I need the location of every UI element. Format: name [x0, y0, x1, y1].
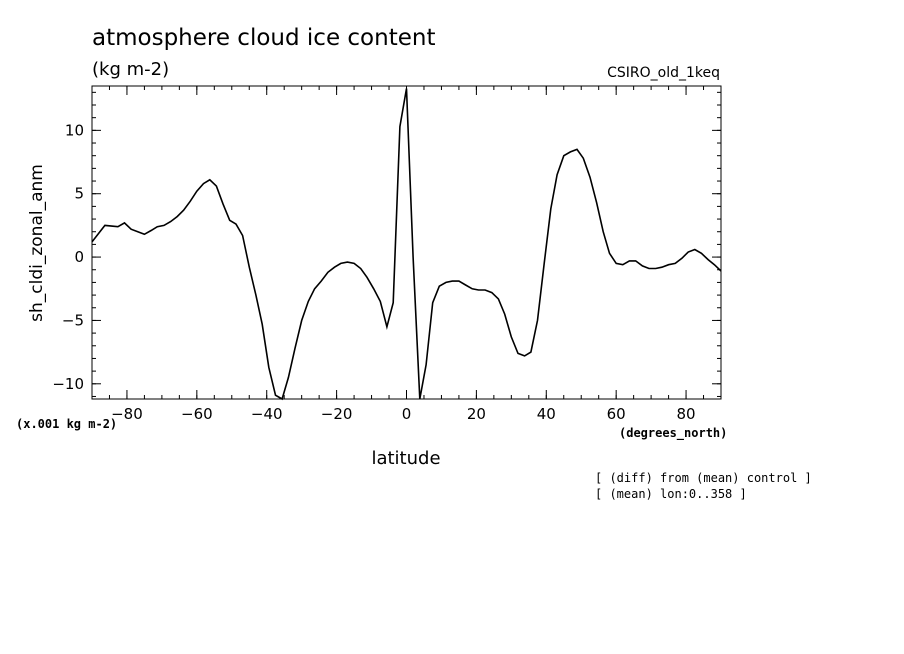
y-tick-label: −5 [62, 311, 84, 329]
x-tick-label: 40 [537, 405, 556, 423]
note-mean: [ (mean) lon:0..358 ] [595, 487, 747, 501]
x-axis-units: (degrees_north) [619, 426, 727, 441]
series-line [91, 88, 722, 401]
x-tick-label: −80 [111, 405, 143, 423]
y-tick-label: −10 [52, 375, 84, 393]
y-tick-label: 10 [65, 121, 84, 139]
x-tick-label: −20 [321, 405, 353, 423]
plot-frame [91, 85, 722, 400]
note-diff: [ (diff) from (mean) control ] [595, 471, 812, 485]
x-tick-label: −40 [251, 405, 283, 423]
x-tick-labels: −80 −60 −40 −20 0 20 40 60 80 [111, 405, 695, 423]
x-tick-label: 0 [402, 405, 412, 423]
x-tick-label: 20 [467, 405, 486, 423]
y-axis-label: sh_cldi_zonal_anm [27, 164, 47, 322]
x-tick-label: 60 [607, 405, 626, 423]
axis-ticks [91, 86, 722, 399]
y-tick-labels: −10 −5 0 5 10 [52, 121, 84, 392]
y-tick-label: 5 [74, 185, 84, 203]
x-axis-label: latitude [371, 448, 440, 469]
x-tick-label: 80 [677, 405, 696, 423]
chart-title: atmosphere cloud ice content [92, 25, 435, 51]
y-tick-label: 0 [74, 248, 84, 266]
model-label: CSIRO_old_1keq [607, 65, 720, 81]
x-tick-label: −60 [181, 405, 213, 423]
chart-units: (kg m-2) [92, 59, 169, 80]
y-axis-units: (x.001 kg m-2) [16, 417, 117, 431]
